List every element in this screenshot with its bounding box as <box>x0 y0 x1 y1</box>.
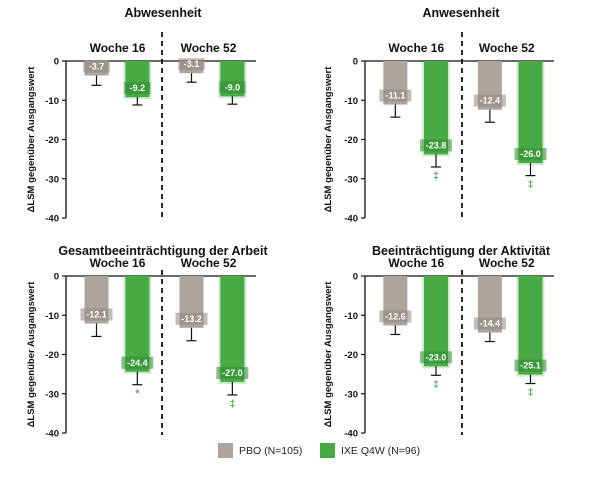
y-tick-label: 0 <box>54 272 59 283</box>
y-tick-label: 0 <box>54 57 59 68</box>
legend-item-pbo: PBO (N=105) <box>218 443 302 458</box>
y-tick-label: -20 <box>45 135 59 146</box>
y-axis-label: ΔLSM gegenüber Ausgangswert <box>323 66 334 213</box>
significance-marker: ‡ <box>433 171 439 182</box>
significance-marker: ‡ <box>433 379 439 390</box>
value-label-bg <box>514 148 547 161</box>
value-label-bg <box>80 308 113 321</box>
chart-title: Beeinträchtigung der Aktivität <box>372 244 551 258</box>
y-tick-label: -40 <box>45 214 59 225</box>
category-label: Woche 16 <box>388 41 444 55</box>
y-tick-label: -30 <box>45 389 59 400</box>
bar <box>423 276 448 367</box>
value-label: -23.0 <box>426 352 447 362</box>
y-tick-label: -40 <box>344 429 358 440</box>
legend-swatch-ixe <box>320 443 335 458</box>
category-label: Woche 52 <box>181 41 237 55</box>
chart-title: Abwesenheit <box>124 6 202 20</box>
category-label: Woche 52 <box>181 256 237 270</box>
value-label: -12.1 <box>86 309 107 319</box>
value-label-bg <box>124 82 151 95</box>
value-label-bg <box>83 60 110 73</box>
value-label-bg <box>473 317 506 330</box>
bar <box>518 276 543 375</box>
category-label: Woche 52 <box>479 256 535 270</box>
y-tick-label: -20 <box>344 135 358 146</box>
category-label: Woche 16 <box>388 256 444 270</box>
value-label-bg <box>175 312 208 325</box>
y-tick-label: -20 <box>344 350 358 361</box>
value-label-bg <box>379 310 412 323</box>
significance-marker: * <box>135 389 139 400</box>
y-axis-label: ΔLSM gegenüber Ausgangswert <box>323 281 334 428</box>
legend-label-ixe: IXE Q4W (N=96) <box>341 444 421 457</box>
y-tick-label: 0 <box>353 272 358 283</box>
chart-title: Anwesenheit <box>422 6 500 20</box>
bar <box>220 276 245 382</box>
y-tick-label: -30 <box>45 174 59 185</box>
value-label: -23.8 <box>426 140 447 150</box>
significance-marker: ‡ <box>528 180 534 191</box>
y-tick-label: 0 <box>353 57 358 68</box>
legend-item-ixe: IXE Q4W (N=96) <box>320 443 420 458</box>
y-tick-label: -10 <box>344 96 358 107</box>
legend-swatch-pbo <box>218 443 233 458</box>
y-tick-label: -10 <box>344 311 358 322</box>
value-label: -14.4 <box>480 319 501 329</box>
chart-panel-2: Anwesenheit ΔLSM gegenüber Ausgangswert 0 -… <box>323 6 554 225</box>
value-label: -11.1 <box>385 91 405 101</box>
category-label: Woche 16 <box>90 41 146 55</box>
value-label: -9.2 <box>130 83 146 93</box>
y-tick-label: -40 <box>344 214 358 225</box>
value-label-bg <box>514 359 547 372</box>
y-tick-label: -10 <box>45 311 59 322</box>
chart-panel-3: Gesamtbeeinträchtigung der Arbeit ΔLSM ge… <box>26 244 268 440</box>
value-label: -13.2 <box>181 314 202 324</box>
value-label: -3.7 <box>89 62 105 72</box>
value-label: -24.4 <box>127 358 148 368</box>
value-label: -3.1 <box>184 59 200 69</box>
significance-marker: ‡ <box>528 388 534 399</box>
category-label: Woche 52 <box>479 41 535 55</box>
y-axis-label: ΔLSM gegenüber Ausgangswert <box>26 281 37 428</box>
value-label: -12.6 <box>385 311 406 321</box>
value-label: -27.0 <box>222 368 243 378</box>
value-label: -25.1 <box>520 361 541 371</box>
y-axis-label: ΔLSM gegenüber Ausgangswert <box>26 66 37 213</box>
value-label-bg <box>216 366 249 379</box>
value-label-bg <box>419 351 452 364</box>
chart-panel-4: Beeinträchtigung der Aktivität ΔLSM gegen… <box>323 244 554 440</box>
value-label-bg <box>121 356 154 369</box>
significance-marker: ‡ <box>230 399 236 410</box>
y-tick-label: -30 <box>344 174 358 185</box>
value-label: -26.0 <box>520 149 541 159</box>
category-label: Woche 16 <box>90 256 146 270</box>
y-tick-label: -30 <box>344 389 358 400</box>
chart-panel-1: Abwesenheit ΔLSM gegenüber Ausgangswert 0 -… <box>26 6 256 225</box>
value-label-bg <box>379 89 412 102</box>
value-label-bg <box>178 58 205 71</box>
value-label-bg <box>219 81 246 94</box>
chart-title: Gesamtbeeinträchtigung der Arbeit <box>58 244 268 258</box>
y-tick-label: -20 <box>45 350 59 361</box>
legend-label-pbo: PBO (N=105) <box>239 444 303 457</box>
y-tick-label: -40 <box>45 429 59 440</box>
bar <box>125 276 150 372</box>
bar <box>518 61 543 164</box>
value-label-bg <box>419 139 452 152</box>
legend: PBO (N=105) IXE Q4W (N=96) <box>0 443 605 463</box>
bar <box>423 61 448 155</box>
value-label: -12.4 <box>480 96 501 106</box>
value-label: -9.0 <box>225 82 241 92</box>
value-label-bg <box>473 94 506 107</box>
y-tick-label: -10 <box>45 96 59 107</box>
